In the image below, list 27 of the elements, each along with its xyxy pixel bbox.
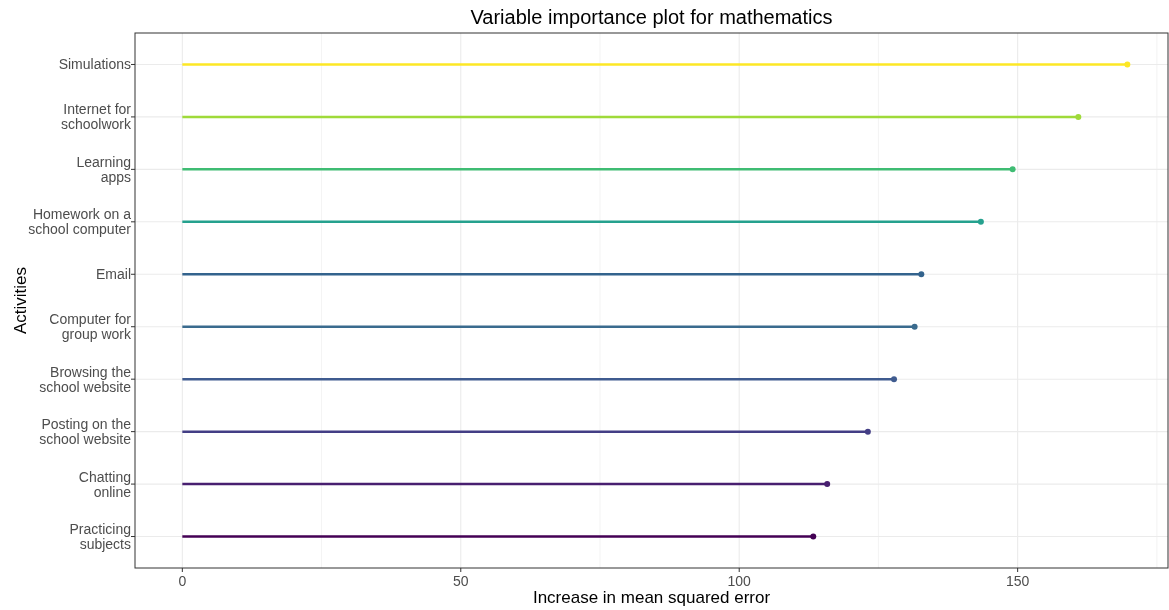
x-tick-label: 50 <box>452 573 469 589</box>
y-tick-label: Browsing the school website <box>39 363 132 395</box>
y-tick-label: Practicing subjects <box>69 521 131 553</box>
chart-title: Variable importance plot for mathematics <box>470 6 833 28</box>
y-tick-label: Simulations <box>58 56 131 73</box>
x-tick-label: 0 <box>178 573 187 589</box>
point <box>1075 113 1082 120</box>
point <box>911 323 918 330</box>
y-tick-label: Computer for group work <box>49 311 132 343</box>
y-tick-label: Chatting online <box>78 468 132 500</box>
x-tick-label: 100 <box>727 573 752 589</box>
y-tick-label: Internet for schoolwork <box>60 101 132 133</box>
y-axis-title: Activities <box>11 266 30 335</box>
y-tick-label: Email <box>95 266 131 283</box>
point <box>1009 166 1016 173</box>
x-axis-title: Increase in mean squared error <box>532 588 771 607</box>
x-tick-label: 150 <box>1005 573 1030 589</box>
point <box>918 271 925 278</box>
y-tick-label: Posting on the school website <box>39 416 132 448</box>
point <box>824 481 831 488</box>
y-tick-label: Learning apps <box>76 153 131 185</box>
point <box>810 533 817 540</box>
y-tick-label: Homework on a school computer <box>28 206 132 238</box>
point <box>1124 61 1131 68</box>
point <box>891 376 898 383</box>
point <box>864 428 871 435</box>
point <box>977 218 984 225</box>
